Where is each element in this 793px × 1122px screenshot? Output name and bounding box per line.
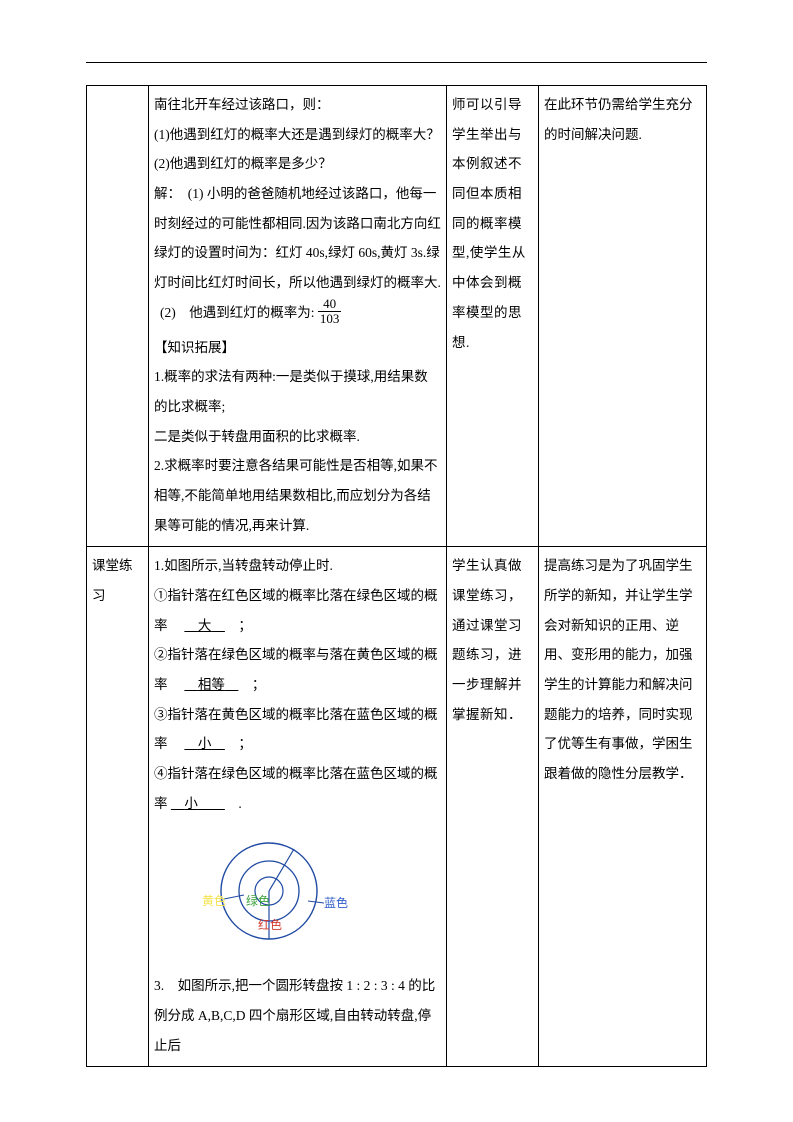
paragraph: 1.概率的求法有两种:一是类似于摸球,用结果数的比求概率; [154, 362, 441, 421]
paragraph: 南往北开车经过该路口，则： [154, 90, 441, 120]
paragraph: 师可以引导学生举出与本例叙述不同但本质相同的概率模型,使学生从中体会到概率模型的… [452, 90, 533, 357]
paragraph: 学生认真做课堂练习，通过课堂习题练习，进一步理解并掌握新知． [452, 551, 533, 729]
paragraph: (2)他遇到红灯的概率是多少？ [154, 149, 441, 179]
row1-label-cell [87, 86, 149, 547]
row1-activity-cell: 师可以引导学生举出与本例叙述不同但本质相同的概率模型,使学生从中体会到概率模型的… [447, 86, 539, 547]
row1-note-cell: 在此环节仍需给学生充分的时间解决问题. [539, 86, 707, 547]
spinner-diagram: 黄色 绿色 蓝色 红色 [174, 825, 364, 955]
blank-answer: 小 ； [171, 736, 252, 751]
fraction-den: 103 [318, 312, 342, 326]
label-yellow: 黄色 [202, 894, 226, 908]
row2-content-cell: 1.如图所示,当转盘转动停止时. ①指针落在红色区域的概率比落在绿色区域的概率 … [149, 547, 447, 1067]
q1-item: ②指针落在绿色区域的概率与落在黄色区域的概率 相等 ； [154, 640, 441, 699]
fraction: 40 103 [318, 297, 342, 327]
lesson-table: 南往北开车经过该路口，则： (1)他遇到红灯的概率大还是遇到绿灯的概率大？ (2… [86, 85, 707, 1067]
paragraph: 提高练习是为了巩固学生所学的新知，并让学生学会对新知识的正用、逆用、变形用的能力… [544, 551, 701, 789]
q1-item: ③指针落在黄色区域的概率比落在蓝色区域的概率 小 ； [154, 700, 441, 759]
q3-text: 3. 如图所示,把一个圆形转盘按 1 : 2 : 3 : 4 的比例分成 A,B… [154, 971, 441, 1060]
probability-line: (2) 他遇到红灯的概率为: 40 103 [154, 298, 441, 329]
label-blue: 蓝色 [324, 896, 348, 910]
paragraph: (1)他遇到红灯的概率大还是遇到绿灯的概率大？ [154, 120, 441, 150]
paragraph: 解： (1) 小明的爸爸随机地经过该路口，他每一时刻经过的可能性都相同.因为该路… [154, 179, 441, 298]
q1-item: ①指针落在红色区域的概率比落在绿色区域的概率 大 ； [154, 581, 441, 640]
table-row: 南往北开车经过该路口，则： (1)他遇到红灯的概率大还是遇到绿灯的概率大？ (2… [87, 86, 707, 547]
row2-activity-cell: 学生认真做课堂练习，通过课堂习题练习，进一步理解并掌握新知． [447, 547, 539, 1067]
table-row: 课堂练习 1.如图所示,当转盘转动停止时. ①指针落在红色区域的概率比落在绿色区… [87, 547, 707, 1067]
paragraph: 2.求概率时要注意各结果可能性是否相等,如果不相等,不能简单地用结果数相比,而应… [154, 451, 441, 540]
prob-prefix: (2) 他遇到红灯的概率为: [160, 305, 315, 320]
blank-answer: 大 ； [171, 618, 252, 633]
paragraph: 二是类似于转盘用面积的比求概率. [154, 422, 441, 452]
q1-item: ④指针落在绿色区域的概率比落在蓝色区域的概率 小 . [154, 759, 441, 818]
row2-note-cell: 提高练习是为了巩固学生所学的新知，并让学生学会对新知识的正用、逆用、变形用的能力… [539, 547, 707, 1067]
label-red: 红色 [258, 917, 282, 932]
blank-answer: 相等 ； [171, 677, 266, 692]
top-rule [86, 62, 707, 63]
row1-content-cell: 南往北开车经过该路口，则： (1)他遇到红灯的概率大还是遇到绿灯的概率大？ (2… [149, 86, 447, 547]
leader-line [224, 895, 244, 899]
paragraph: 在此环节仍需给学生充分的时间解决问题. [544, 90, 701, 149]
label-green: 绿色 [246, 893, 270, 908]
q1-head: 1.如图所示,当转盘转动停止时. [154, 551, 441, 581]
fraction-num: 40 [318, 297, 342, 312]
page: 南往北开车经过该路口，则： (1)他遇到红灯的概率大还是遇到绿灯的概率大？ (2… [0, 0, 793, 1122]
extension-title: 【知识拓展】 [154, 333, 441, 363]
blank-answer: 小 . [171, 796, 242, 811]
row2-label-cell: 课堂练习 [87, 547, 149, 1067]
